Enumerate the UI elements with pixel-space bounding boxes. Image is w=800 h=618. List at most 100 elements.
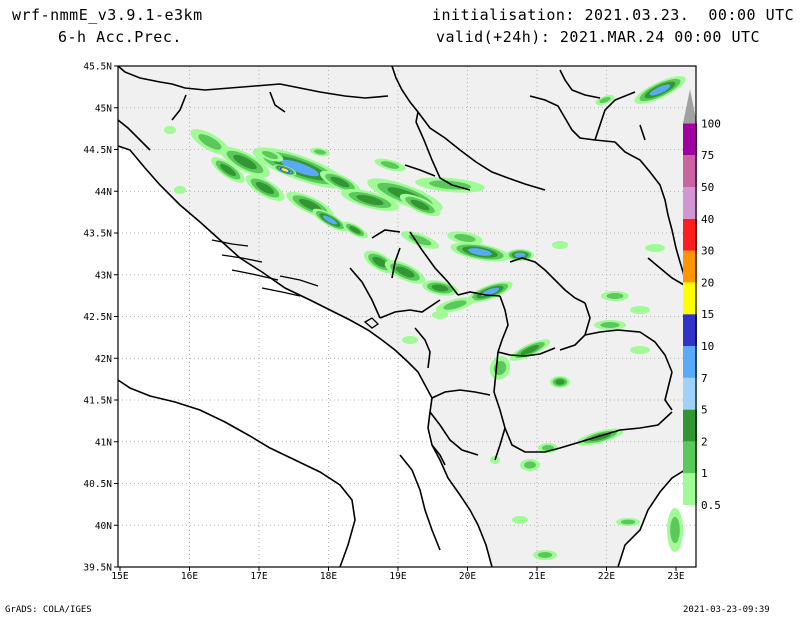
lat-tick-label: 43.5N: [83, 229, 112, 240]
precip-contour: [174, 186, 186, 194]
legend-swatch: [683, 250, 697, 283]
lon-tick-label: 17E: [250, 571, 267, 582]
lat-tick-label: 41N: [95, 437, 112, 448]
legend-swatch: [683, 282, 697, 315]
lat-tick-label: 41.5N: [83, 396, 112, 407]
precip-contour: [410, 199, 430, 211]
legend-arrow: [683, 89, 697, 124]
precip-contour: [555, 379, 565, 385]
lat-tick-label: 39.5N: [83, 563, 112, 574]
legend-swatch: [683, 155, 697, 187]
precip-contour: [620, 519, 636, 525]
precip-contour: [198, 134, 222, 150]
legend-swatch: [683, 314, 697, 346]
legend-label: 10: [701, 340, 714, 353]
lon-tick-label: 23E: [667, 571, 684, 582]
coastlines: [117, 119, 697, 568]
lat-tick-label: 44N: [95, 187, 112, 198]
legend-label: 5: [701, 404, 708, 417]
legend-swatch: [683, 123, 697, 156]
legend-label: 7: [701, 372, 708, 385]
legend-label: 40: [701, 213, 714, 226]
lat-tick-label: 45N: [95, 103, 112, 114]
legend-label: 20: [701, 276, 714, 289]
legend-swatch: [683, 218, 697, 251]
legend-label: 30: [701, 245, 714, 258]
legend-label: 75: [701, 149, 714, 162]
legend-swatch: [683, 377, 697, 410]
lat-tick-label: 42.5N: [83, 312, 112, 323]
precip-contour: [542, 445, 554, 451]
precip-contour: [512, 516, 528, 524]
lon-tick-label: 16E: [181, 571, 198, 582]
precip-contour: [380, 161, 400, 169]
islands: [211, 239, 380, 329]
precip-contour: [552, 241, 568, 249]
legend-swatch: [683, 346, 697, 378]
legend-swatch: [683, 187, 697, 219]
lat-tick-label: 40.5N: [83, 479, 112, 490]
precip-contour: [606, 293, 624, 299]
precip-contour: [630, 306, 650, 314]
lat-tick-label: 43N: [95, 270, 112, 281]
legend-swatch: [683, 409, 697, 442]
precip-contour: [600, 322, 620, 328]
precip-contour: [372, 256, 388, 268]
footer-credit: GrADS: COLA/IGES: [5, 605, 92, 615]
legend: 0.5 1 2 5 7 10 15 20 30 40 50 75 100: [683, 89, 721, 512]
legend-label: 50: [701, 181, 714, 194]
legend-swatch: [683, 473, 697, 505]
precip-contour: [330, 176, 350, 188]
lon-tick-label: 19E: [389, 571, 406, 582]
field-name: 6-h Acc.Prec.: [58, 28, 182, 46]
precip-contour: [164, 126, 176, 134]
precip-contour: [645, 244, 665, 252]
precip-contour: [468, 248, 492, 256]
precip-contour: [431, 284, 449, 292]
precip-contour: [649, 84, 671, 96]
model-name: wrf-nmmE_v3.9.1-e3km: [12, 6, 203, 24]
lon-tick-label: 20E: [459, 571, 476, 582]
lat-tick-label: 40N: [95, 521, 112, 532]
map-frame: [117, 65, 697, 568]
precip-contour: [281, 168, 289, 172]
lon-tick-label: 18E: [320, 571, 337, 582]
precip-contour: [322, 215, 338, 225]
precip-contour: [220, 164, 236, 176]
precip-contour: [395, 266, 415, 278]
lon-tick-label: 15E: [111, 571, 128, 582]
init-time: initialisation: 2021.03.23. 00:00 UTC: [432, 6, 795, 24]
precip-contour: [262, 150, 278, 160]
lat-tick-label: 45.5N: [83, 62, 112, 73]
precip-contour: [298, 198, 322, 212]
country-borders: [117, 65, 697, 466]
precip-contour: [630, 346, 650, 354]
precip-contour: [356, 194, 384, 206]
lat-tick-label: 42N: [95, 354, 112, 365]
precip-contour: [255, 181, 275, 195]
legend-swatch: [683, 441, 697, 474]
valid-time: valid(+24h): 2021.MAR.24 00:00 UTC: [436, 28, 761, 46]
precip-contour: [349, 226, 361, 234]
precip-contour: [670, 516, 680, 544]
precip-contour: [402, 336, 418, 344]
lon-tick-label: 21E: [528, 571, 545, 582]
legend-label: 1: [701, 467, 708, 480]
legend-label: 2: [701, 435, 708, 448]
precip-contour: [524, 461, 536, 469]
precip-contour: [233, 154, 257, 170]
precip-contour: [520, 344, 540, 356]
sea: [118, 146, 492, 567]
footer-timestamp: 2021-03-23-09:39: [683, 605, 770, 615]
legend-label: 100: [701, 117, 721, 130]
axes: 45.5N 45N 44.5N 44N 43.5N 43N 42.5N 42N 41.5N 41N…: [83, 62, 684, 583]
legend-label: 0.5: [701, 499, 721, 512]
precip-contour: [537, 552, 553, 558]
precip-contour: [454, 233, 476, 243]
precip-contour: [281, 159, 319, 177]
lon-tick-label: 22E: [598, 571, 615, 582]
legend-label: 15: [701, 308, 714, 321]
precip-contour: [314, 149, 326, 155]
precip-contour: [514, 252, 526, 258]
